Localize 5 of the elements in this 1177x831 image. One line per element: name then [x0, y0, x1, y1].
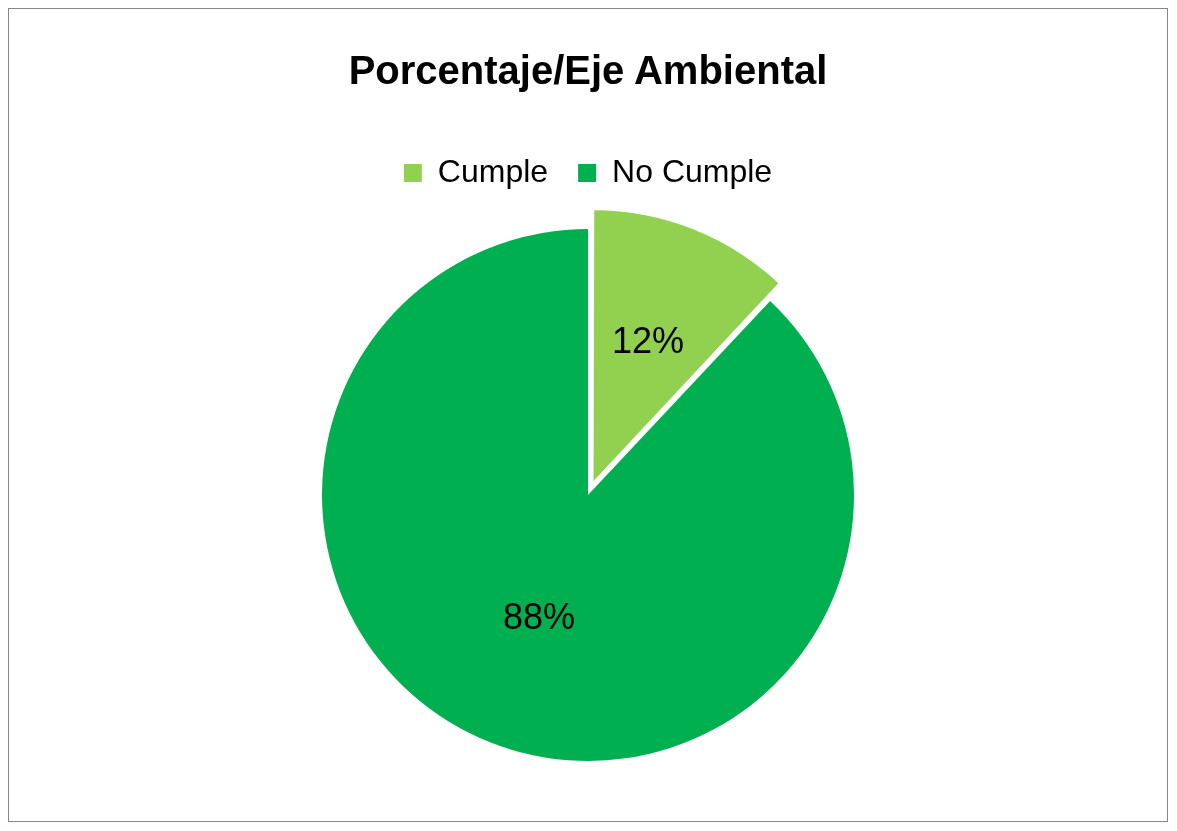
- legend-label: Cumple: [437, 152, 549, 189]
- data-label: 88%: [503, 595, 576, 637]
- legend-label: No Cumple: [612, 152, 773, 189]
- chart-title: Porcentaje/Eje Ambiental: [348, 48, 828, 93]
- data-label: 12%: [611, 320, 685, 362]
